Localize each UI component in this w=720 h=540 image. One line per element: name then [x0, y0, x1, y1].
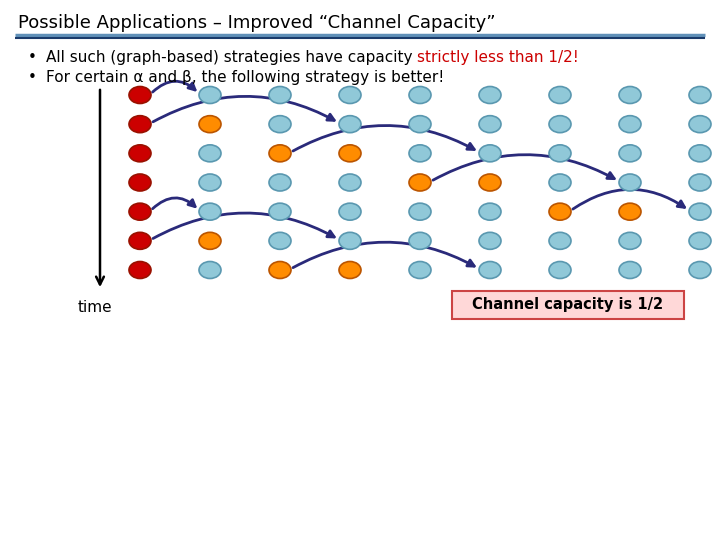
- Ellipse shape: [199, 174, 221, 191]
- Ellipse shape: [619, 145, 641, 162]
- FancyArrowPatch shape: [153, 81, 195, 92]
- Ellipse shape: [199, 232, 221, 249]
- Ellipse shape: [129, 261, 151, 279]
- Text: Channel capacity is 1/2: Channel capacity is 1/2: [472, 298, 664, 313]
- Ellipse shape: [479, 261, 501, 279]
- Ellipse shape: [269, 261, 291, 279]
- Ellipse shape: [689, 203, 711, 220]
- Ellipse shape: [129, 232, 151, 249]
- Ellipse shape: [549, 232, 571, 249]
- Ellipse shape: [689, 145, 711, 162]
- Ellipse shape: [339, 145, 361, 162]
- Ellipse shape: [689, 116, 711, 133]
- Ellipse shape: [269, 86, 291, 104]
- Ellipse shape: [199, 261, 221, 279]
- Text: time: time: [78, 300, 112, 315]
- Ellipse shape: [619, 174, 641, 191]
- Ellipse shape: [409, 232, 431, 249]
- Ellipse shape: [409, 116, 431, 133]
- Text: strictly less than 1/2!: strictly less than 1/2!: [418, 50, 579, 65]
- Text: For certain α and β, the following strategy is better!: For certain α and β, the following strat…: [46, 70, 444, 85]
- Ellipse shape: [619, 261, 641, 279]
- Ellipse shape: [409, 145, 431, 162]
- Ellipse shape: [199, 145, 221, 162]
- Ellipse shape: [199, 203, 221, 220]
- Ellipse shape: [619, 203, 641, 220]
- Ellipse shape: [269, 174, 291, 191]
- Ellipse shape: [129, 116, 151, 133]
- Ellipse shape: [129, 203, 151, 220]
- Ellipse shape: [549, 86, 571, 104]
- Ellipse shape: [689, 174, 711, 191]
- FancyBboxPatch shape: [452, 291, 684, 319]
- Ellipse shape: [689, 232, 711, 249]
- Ellipse shape: [339, 261, 361, 279]
- Ellipse shape: [549, 261, 571, 279]
- Ellipse shape: [409, 261, 431, 279]
- Ellipse shape: [549, 145, 571, 162]
- Ellipse shape: [479, 145, 501, 162]
- Text: •: •: [28, 50, 37, 65]
- Ellipse shape: [619, 232, 641, 249]
- Ellipse shape: [339, 86, 361, 104]
- FancyArrowPatch shape: [153, 213, 334, 239]
- FancyArrowPatch shape: [573, 190, 685, 209]
- FancyArrowPatch shape: [433, 154, 614, 180]
- Ellipse shape: [689, 86, 711, 104]
- Ellipse shape: [479, 174, 501, 191]
- Text: •: •: [28, 70, 37, 85]
- Text: Possible Applications – Improved “Channel Capacity”: Possible Applications – Improved “Channe…: [18, 14, 495, 32]
- Ellipse shape: [619, 86, 641, 104]
- Ellipse shape: [479, 232, 501, 249]
- Ellipse shape: [479, 86, 501, 104]
- Ellipse shape: [269, 203, 291, 220]
- Ellipse shape: [549, 116, 571, 133]
- Text: All such (graph-based) strategies have capacity: All such (graph-based) strategies have c…: [46, 50, 418, 65]
- Ellipse shape: [199, 116, 221, 133]
- Ellipse shape: [129, 145, 151, 162]
- Ellipse shape: [339, 203, 361, 220]
- Ellipse shape: [619, 116, 641, 133]
- FancyArrowPatch shape: [293, 125, 474, 151]
- FancyArrowPatch shape: [153, 96, 334, 122]
- Ellipse shape: [129, 174, 151, 191]
- Ellipse shape: [689, 261, 711, 279]
- Ellipse shape: [549, 174, 571, 191]
- Ellipse shape: [339, 174, 361, 191]
- Ellipse shape: [409, 86, 431, 104]
- Ellipse shape: [549, 203, 571, 220]
- Ellipse shape: [479, 116, 501, 133]
- Ellipse shape: [129, 86, 151, 104]
- Ellipse shape: [269, 145, 291, 162]
- FancyArrowPatch shape: [293, 242, 474, 268]
- Ellipse shape: [339, 116, 361, 133]
- Ellipse shape: [409, 174, 431, 191]
- Ellipse shape: [199, 86, 221, 104]
- Ellipse shape: [269, 116, 291, 133]
- FancyArrowPatch shape: [153, 198, 195, 209]
- Ellipse shape: [409, 203, 431, 220]
- Ellipse shape: [479, 203, 501, 220]
- Ellipse shape: [339, 232, 361, 249]
- Ellipse shape: [269, 232, 291, 249]
